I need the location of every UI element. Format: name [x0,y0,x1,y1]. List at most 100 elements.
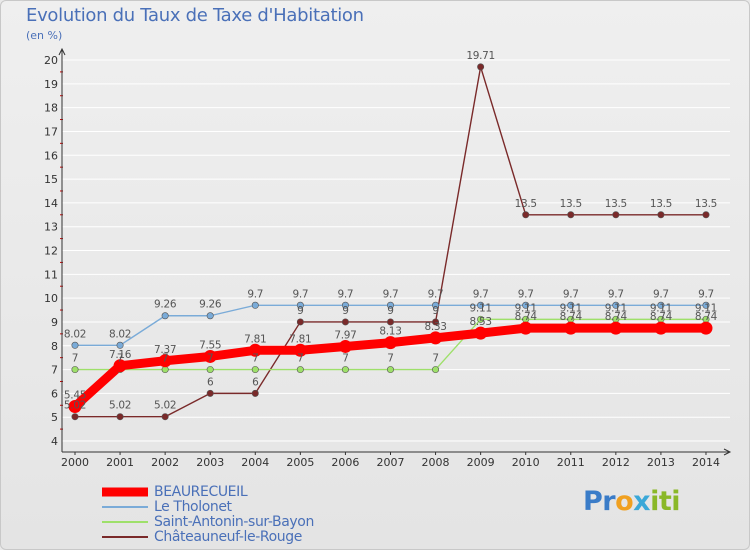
data-point-saint-antonin-sur-bayon-2005 [296,366,304,374]
data-point-beaurecueil-2005 [293,343,307,357]
data-label-chateauneuf-le-rouge-2012: 13.5 [605,198,627,210]
legend-item-beaurecueil: BEAURECUEIL [100,484,400,501]
data-point-saint-antonin-sur-bayon-2003 [206,366,214,374]
data-point-chateauneuf-le-rouge-2014 [702,211,710,219]
data-point-le-tholonet-2010 [522,301,530,309]
data-label-le-tholonet-2010: 9.7 [518,288,534,300]
proxiti-logo: Proxiti [583,486,681,517]
x-tick-label-2004: 2004 [241,456,269,469]
data-label-saint-antonin-sur-bayon-2008: 7 [432,353,438,365]
data-point-le-tholonet-2006 [341,301,349,309]
data-label-saint-antonin-sur-bayon-2012: 9.11 [605,302,627,314]
y-tick-label: 4 [51,435,58,448]
data-point-beaurecueil-2011 [564,321,578,335]
legend-swatch-chateauneuf [102,536,148,538]
x-tick-label-2006: 2006 [331,456,359,469]
data-point-chateauneuf-le-rouge-2012 [612,211,620,219]
data-point-le-tholonet-2012 [612,301,620,309]
y-tick-label: 12 [44,245,58,258]
data-label-saint-antonin-sur-bayon-2001: 7 [117,353,123,365]
data-point-chateauneuf-le-rouge-2013 [657,211,665,219]
legend-label-chateauneuf: Châteauneuf-le-Rouge [154,529,302,545]
data-point-beaurecueil-2004 [248,343,262,357]
y-tick-label: 20 [44,54,58,67]
data-label-beaurecueil-2003: 7.55 [199,339,221,351]
data-label-saint-antonin-sur-bayon-2009: 9.11 [470,302,492,314]
data-label-le-tholonet-2003: 9.26 [199,299,222,311]
data-point-le-tholonet-2011 [567,301,575,309]
logo-part-1: Pr [583,486,616,517]
y-tick-label: 5 [51,411,58,424]
data-point-le-tholonet-2007 [386,301,394,309]
data-label-le-tholonet-2004: 9.7 [247,288,263,300]
y-tick-label: 6 [51,387,58,400]
legend-label-beaurecueil: BEAURECUEIL [154,484,248,500]
logo-part-2: o [615,486,634,517]
data-label-saint-antonin-sur-bayon-2004: 7 [252,353,258,365]
data-point-saint-antonin-sur-bayon-2006 [341,366,349,374]
chart-unit-label: (en %) [26,29,63,42]
data-point-chateauneuf-le-rouge-2001 [116,413,124,421]
data-label-beaurecueil-2000: 5.45 [64,389,86,401]
data-point-le-tholonet-2002 [161,312,169,320]
data-point-beaurecueil-2013 [654,321,668,335]
data-label-le-tholonet-2011: 9.7 [563,288,579,300]
legend-swatch-beaurecueil [102,487,148,497]
data-label-chateauneuf-le-rouge-2003: 6 [207,376,214,388]
data-label-chateauneuf-le-rouge-2009: 19.71 [466,50,495,62]
data-label-le-tholonet-2012: 9.7 [608,288,624,300]
data-label-beaurecueil-2006: 7.97 [334,329,356,341]
x-tick-label-2011: 2011 [557,456,585,469]
chart-legend: BEAURECUEIL Le Tholonet Saint-Antonin-su… [100,484,400,546]
data-point-beaurecueil-2001 [113,359,127,373]
x-tick-label-2014: 2014 [692,456,720,469]
legend-item-chateauneuf: Châteauneuf-le-Rouge [100,529,400,546]
data-point-saint-antonin-sur-bayon-2007 [386,366,394,374]
data-label-le-tholonet-2006: 9.7 [338,288,354,300]
data-point-le-tholonet-2004 [251,301,259,309]
y-tick-label: 19 [44,78,58,91]
data-point-chateauneuf-le-rouge-2007 [386,318,394,326]
data-label-saint-antonin-sur-bayon-2007: 7 [387,353,393,365]
data-label-saint-antonin-sur-bayon-2013: 9.11 [650,302,672,314]
data-label-chateauneuf-le-rouge-2006: 9 [342,305,348,317]
data-point-le-tholonet-2000 [71,341,79,349]
y-tick-label: 8 [51,340,58,353]
data-point-beaurecueil-2012 [609,321,623,335]
data-label-le-tholonet-2009: 9.7 [473,288,489,300]
y-axis-arrow [58,47,66,56]
data-label-beaurecueil-2014: 8.74 [695,311,718,323]
data-point-saint-antonin-sur-bayon-2009 [477,315,485,323]
data-label-chateauneuf-le-rouge-2007: 9 [387,305,393,317]
data-label-saint-antonin-sur-bayon-2003: 7 [207,353,213,365]
y-tick-label: 7 [51,364,58,377]
data-point-chateauneuf-le-rouge-2003 [206,389,214,397]
y-tick-label: 17 [44,125,58,138]
legend-swatch-saint-antonin [102,521,148,523]
data-point-saint-antonin-sur-bayon-2002 [161,366,169,374]
data-label-le-tholonet-2001: 8.02 [109,328,131,340]
data-label-chateauneuf-le-rouge-2001: 5.02 [109,400,131,412]
logo-part-4: iti [650,486,681,517]
x-tick-label-2002: 2002 [151,456,179,469]
data-label-le-tholonet-2014: 9.7 [698,288,714,300]
data-point-beaurecueil-2007 [383,336,397,350]
data-label-beaurecueil-2001: 7.16 [109,349,132,361]
data-point-beaurecueil-2010 [519,321,533,335]
y-tick-label: 14 [44,197,58,210]
x-tick-label-2007: 2007 [376,456,404,469]
data-point-saint-antonin-sur-bayon-2004 [251,366,259,374]
x-tick-label-2005: 2005 [286,456,314,469]
legend-item-saint-antonin: Saint-Antonin-sur-Bayon [100,514,400,531]
data-label-beaurecueil-2007: 8.13 [379,326,401,338]
data-point-chateauneuf-le-rouge-2009 [477,63,485,71]
x-tick-label-2001: 2001 [106,456,134,469]
data-label-saint-antonin-sur-bayon-2010: 9.11 [515,302,537,314]
x-tick-label-2013: 2013 [647,456,675,469]
data-point-chateauneuf-le-rouge-2005 [296,318,304,326]
data-label-saint-antonin-sur-bayon-2000: 7 [72,353,78,365]
data-label-saint-antonin-sur-bayon-2002: 7 [162,353,168,365]
y-tick-label: 15 [44,173,58,186]
data-point-le-tholonet-2001 [116,341,124,349]
